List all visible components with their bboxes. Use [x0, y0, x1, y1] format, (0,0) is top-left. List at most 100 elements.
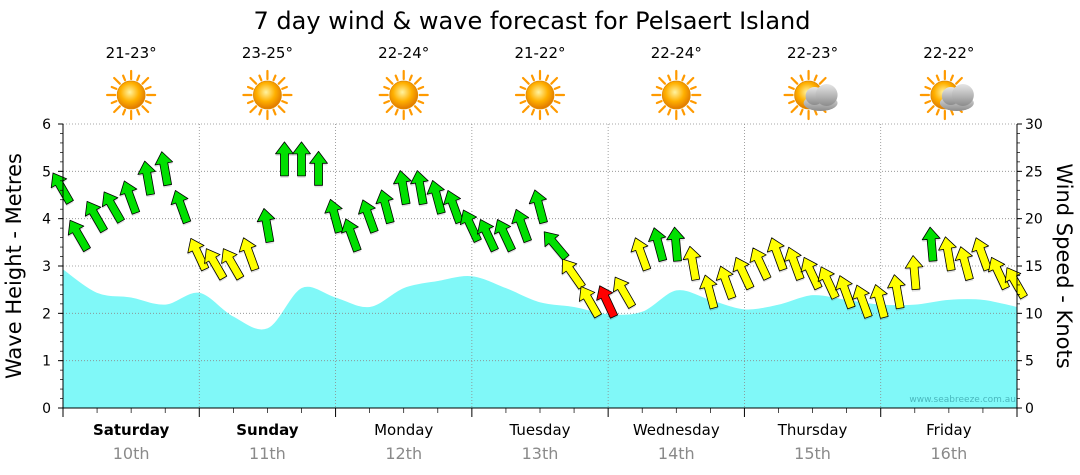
sun-ray	[383, 100, 391, 105]
sun-ray	[550, 76, 559, 85]
sun-disc	[389, 80, 419, 110]
sun-ray	[408, 108, 413, 116]
wind-arrow	[393, 170, 412, 206]
day-name: Friday	[926, 421, 972, 439]
wind-arrow	[971, 237, 992, 272]
sun-ray	[141, 76, 150, 85]
sun-ray	[799, 74, 804, 82]
day-temperature: 21-22°	[514, 44, 565, 62]
sun-ray	[258, 74, 263, 82]
sun-ray	[383, 85, 391, 90]
wind-arrow	[50, 172, 74, 205]
wind-arrow	[375, 189, 395, 225]
day-date: 11th	[249, 444, 286, 463]
wind-arrow	[238, 237, 260, 272]
wind-arrow	[699, 274, 719, 310]
left-tick-label: 6	[42, 117, 51, 133]
wind-arrow	[543, 231, 570, 261]
sun-icon	[242, 69, 293, 121]
sun-ray	[553, 100, 561, 105]
wind-arrow	[119, 180, 141, 215]
day-footer: Saturday 10th Sunday 11th Monday 12th Tuesday 1…	[93, 421, 972, 463]
wind-arrow	[67, 219, 91, 253]
wind-arrow	[852, 284, 873, 319]
sun-ray	[413, 105, 422, 114]
sun-ray	[924, 85, 932, 90]
left-axis-title: Wave Height - Metres	[2, 153, 26, 379]
sun-ray	[385, 105, 394, 114]
axes: 0 1 2 3 4 5 6 0 5 10 15 20 25 30	[42, 117, 1043, 417]
wind-arrow	[256, 208, 276, 244]
wind-arrow	[358, 199, 379, 234]
sun-ray	[136, 108, 141, 116]
wind-arrow	[835, 275, 856, 310]
day-date: 16th	[930, 444, 967, 463]
day-name: Monday	[374, 421, 433, 439]
sun-ray	[277, 76, 286, 85]
sun-ray	[818, 76, 827, 85]
sun-ray	[686, 105, 695, 114]
sun-ray	[924, 100, 932, 105]
sun-ray	[249, 105, 258, 114]
day-temperature: 22-23°	[787, 44, 838, 62]
sun-ray	[681, 108, 686, 116]
wind-arrow	[309, 150, 328, 186]
wind-arrow	[817, 266, 840, 300]
wind-arrow	[800, 256, 823, 291]
wind-arrow	[204, 248, 228, 281]
sun-ray	[658, 105, 667, 114]
wave-area	[63, 268, 1017, 408]
wind-arrow	[511, 208, 532, 244]
sun-ray	[926, 76, 935, 85]
day-date: 10th	[113, 444, 150, 463]
left-tick-label: 5	[42, 164, 51, 180]
partly-cloudy-icon	[783, 69, 838, 121]
wind-arrow	[766, 237, 788, 272]
cloud-shape	[803, 84, 838, 111]
day-date: 15th	[794, 444, 831, 463]
sun-disc	[661, 80, 691, 110]
wind-arrow	[749, 247, 772, 281]
wind-arrow	[887, 274, 906, 310]
wind-arrow	[137, 160, 157, 196]
sun-ray	[110, 85, 118, 90]
wind-arrow	[459, 209, 482, 243]
sun-ray	[799, 108, 804, 116]
sun-ray	[281, 85, 288, 90]
day-name: Tuesday	[508, 421, 570, 439]
wind-arrow	[528, 189, 548, 225]
sun-disc	[253, 80, 282, 110]
right-tick-label: 30	[1025, 117, 1043, 133]
wind-arrow	[732, 256, 755, 291]
sun-ray	[655, 85, 663, 90]
wind-arrow	[904, 255, 924, 291]
sun-ray	[553, 85, 561, 90]
wind-arrow	[170, 190, 192, 225]
sun-ray	[122, 108, 127, 116]
sun-disc	[116, 80, 146, 110]
day-date: 12th	[385, 444, 422, 463]
sun-ray	[144, 100, 152, 105]
day-name: Thursday	[777, 421, 848, 439]
wind-arrow	[476, 219, 499, 253]
sun-ray	[246, 100, 254, 105]
sun-ray	[530, 74, 535, 82]
wind-arrow	[715, 265, 737, 300]
chart-title: 7 day wind & wave forecast for Pelsaert …	[254, 7, 811, 35]
wind-arrow	[443, 190, 464, 225]
right-tick-label: 10	[1025, 306, 1043, 322]
sun-ray	[521, 76, 530, 85]
sun-ray	[790, 76, 799, 85]
right-tick-label: 15	[1025, 259, 1043, 275]
sun-ray	[530, 108, 535, 116]
day-date: 14th	[658, 444, 695, 463]
sun-ray	[249, 76, 258, 85]
day-headers: 21-23° 23-25° 22-24° 21-22° 22-24° 22-23° 22-2…	[106, 44, 974, 121]
day-name: Wednesday	[633, 421, 720, 439]
sun-ray	[281, 100, 288, 105]
wind-arrow	[648, 227, 668, 263]
right-tick-label: 5	[1025, 354, 1034, 370]
left-tick-label: 3	[42, 259, 51, 275]
wind-arrow	[1004, 267, 1028, 300]
sun-ray	[521, 105, 530, 114]
